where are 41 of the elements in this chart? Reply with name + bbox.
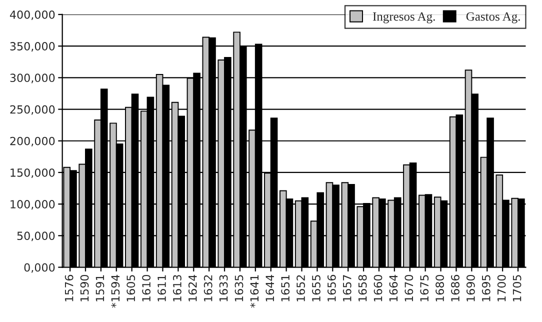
x-tick-label: 1675 (420, 275, 429, 302)
x-tick-label: 1670 (404, 274, 414, 302)
x-tick-label: 1680 (436, 274, 444, 302)
x-tick-label: 1700 (497, 274, 506, 302)
x-tick-label: 1686 (451, 274, 460, 302)
x-tick-label: 1610 (142, 274, 151, 302)
x-tick-label: 1651 (281, 275, 290, 302)
x-tick-label: 1690 (466, 274, 475, 302)
x-tick-label: 1632 (204, 275, 212, 302)
x-tick-label: 1644 (266, 274, 274, 302)
y-tick-label: 0,000 (24, 263, 55, 273)
x-tick-label: 1652 (296, 275, 305, 302)
y-tick-label: 100,000 (10, 200, 55, 210)
x-tick-label: 1705 (512, 275, 522, 302)
x-tick-label: 1658 (358, 274, 367, 302)
x-tick-label: 1664 (389, 274, 398, 302)
x-tick-label: 1633 (219, 275, 228, 302)
x-tick-label: 1591 (96, 275, 104, 302)
y-tick-label: 150,000 (10, 168, 55, 178)
y-tick-label: 400,000 (10, 10, 55, 20)
x-tick-label: 1655 (312, 275, 320, 302)
x-tick-label: 1657 (342, 275, 352, 302)
x-tick-label: 1613 (173, 275, 182, 302)
y-tick-label: 50,000 (17, 232, 55, 242)
y-tick-label: 350,000 (10, 42, 55, 52)
x-tick-label: 1624 (188, 274, 197, 302)
x-tick-label: 1576 (64, 274, 74, 302)
y-tick-label: 200,000 (10, 136, 55, 146)
x-tick-label: 1695 (482, 275, 490, 302)
legend-label: Ingresos Ag. (372, 12, 435, 24)
x-tick-label: 1635 (234, 275, 244, 302)
x-tick-label: *1641 (250, 275, 259, 308)
x-tick-label: *1594 (111, 274, 120, 308)
legend-label: Gastos Ag. (466, 12, 520, 24)
x-tick-label: 1605 (126, 275, 136, 302)
y-tick-label: 250,000 (10, 105, 55, 115)
x-tick-label: 1590 (80, 274, 89, 302)
x-tick-label: 1611 (158, 275, 166, 302)
x-tick-label: 1656 (327, 274, 336, 302)
y-tick-label: 300,000 (10, 74, 55, 84)
x-tick-label: 1660 (374, 274, 382, 302)
